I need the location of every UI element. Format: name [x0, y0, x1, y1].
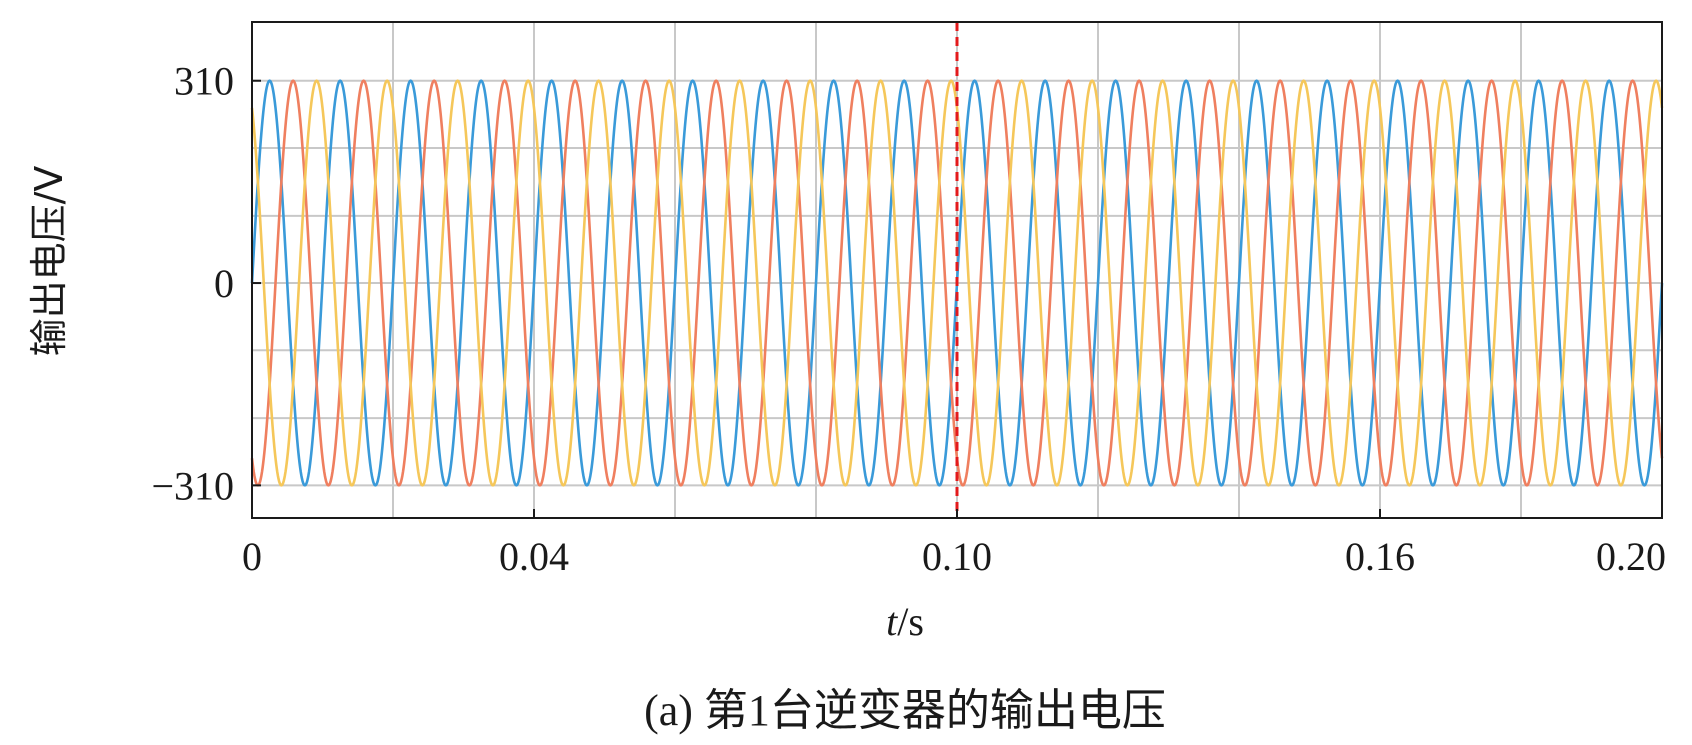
series-line-3: [250, 79, 1664, 487]
y-tick-label: 0: [214, 261, 234, 306]
x-tick-label: 0.16: [1345, 534, 1415, 579]
x-tick-label: 0: [242, 534, 262, 579]
figure-caption: (a) 第1台逆变器的输出电压: [644, 686, 1166, 735]
y-tick-label: 310: [174, 59, 234, 104]
x-axis-title: t/s: [886, 599, 924, 644]
x-tick-label: 0.20: [1596, 534, 1666, 579]
x-axis-title-unit: /s: [897, 599, 924, 644]
x-tick-label: 0.04: [499, 534, 569, 579]
y-axis-title: 输出电压/V: [27, 166, 71, 357]
x-axis-title-variable: t: [886, 599, 898, 644]
x-tick-label: 0.10: [922, 534, 992, 579]
y-tick-label: −310: [151, 463, 234, 508]
